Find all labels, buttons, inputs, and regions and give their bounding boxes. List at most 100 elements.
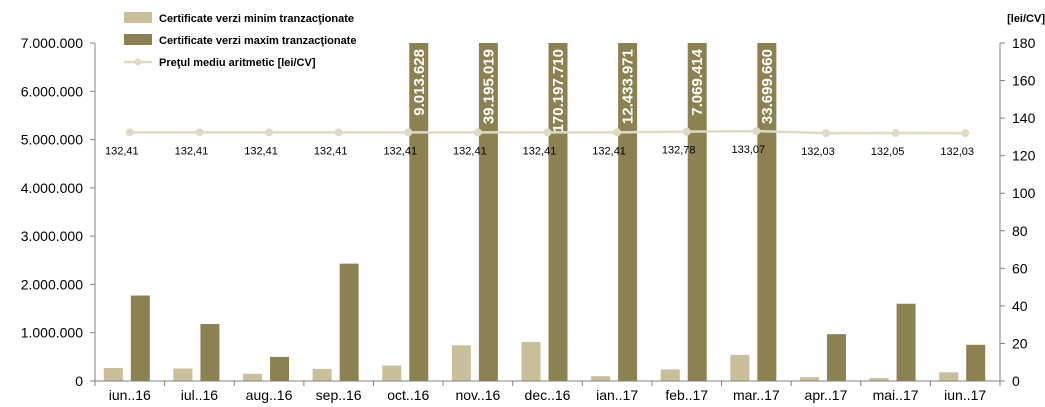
left-tick-label-0: 0 <box>75 373 83 389</box>
x-tick-label-7: ian..17 <box>596 387 638 403</box>
right-tick-label-5: 100 <box>1012 185 1036 201</box>
x-tick-label-4: oct..16 <box>387 387 429 403</box>
legend-label-min: Certificate verzi minim tranzacţionate <box>159 13 354 25</box>
price-point-12 <box>961 129 970 138</box>
price-label-0: 132,41 <box>105 145 139 157</box>
bar-max-10 <box>826 334 846 381</box>
legend: Certificate verzi minim tranzacţionate Ce… <box>124 12 356 69</box>
price-point-3 <box>334 128 343 137</box>
legend-swatch-line-marker <box>134 58 142 66</box>
left-tick-label-1: 1.000.000 <box>21 325 83 341</box>
bar-max-value-label-8: 7.069.414 <box>689 48 706 115</box>
price-point-1 <box>195 128 204 137</box>
right-tick-label-6: 120 <box>1012 148 1036 164</box>
bar-min-11 <box>869 378 889 381</box>
price-label-5: 132,41 <box>453 145 487 157</box>
price-point-9 <box>752 127 761 136</box>
bar-max-3 <box>339 263 359 381</box>
bar-min-3 <box>312 368 332 381</box>
price-label-12: 132,03 <box>940 146 974 158</box>
bar-max-8 <box>687 43 707 381</box>
right-tick-label-8: 160 <box>1012 73 1036 89</box>
price-point-6 <box>543 128 552 137</box>
right-tick-label-1: 20 <box>1012 335 1028 351</box>
price-label-6: 132,41 <box>523 145 557 157</box>
price-point-2 <box>265 128 274 137</box>
right-axis-unit: [lei/CV] <box>1007 13 1045 25</box>
price-label-2: 132,41 <box>244 145 278 157</box>
right-tick-label-3: 60 <box>1012 260 1028 276</box>
bar-min-7 <box>591 376 611 381</box>
right-tick-label-7: 140 <box>1012 110 1036 126</box>
bar-max-value-label-6: 170.197.710 <box>550 49 567 132</box>
left-tick-label-2: 2.000.000 <box>21 276 83 292</box>
axes-layer: 0 1.000.000 2.000.000 3.000.000 4.000.000 5.0… <box>21 35 1036 403</box>
x-tick-label-12: iun..17 <box>944 387 986 403</box>
bar-min-6 <box>521 341 541 381</box>
bar-max-4 <box>409 43 429 381</box>
legend-label-line: Preţul mediu aritmetic [lei/CV] <box>159 57 316 69</box>
bar-max-7 <box>618 43 638 381</box>
x-tick-label-2: aug..16 <box>246 387 293 403</box>
price-label-10: 132,03 <box>801 146 835 158</box>
bar-min-1 <box>173 368 193 381</box>
bar-max-12 <box>966 344 986 381</box>
bar-max-9 <box>757 43 777 381</box>
left-tick-label-5: 5.000.000 <box>21 132 83 148</box>
price-label-8: 132,78 <box>662 145 696 157</box>
bar-min-8 <box>660 369 680 381</box>
labels-layer: 9.013.628 39.195.019 170.197.710 12.433.971… <box>105 48 974 158</box>
bar-max-2 <box>270 356 290 381</box>
x-tick-label-6: dec..16 <box>525 387 571 403</box>
bar-min-2 <box>243 373 263 381</box>
bar-min-5 <box>451 345 471 381</box>
x-tick-label-10: apr..17 <box>805 387 848 403</box>
bar-max-5 <box>478 43 498 381</box>
price-label-11: 132,05 <box>871 146 905 158</box>
left-tick-label-4: 4.000.000 <box>21 180 83 196</box>
price-point-0 <box>125 128 134 137</box>
price-line-layer <box>125 127 970 138</box>
bars-layer <box>103 43 986 381</box>
bar-min-10 <box>799 377 819 381</box>
price-point-4 <box>404 128 413 137</box>
left-tick-label-6: 6.000.000 <box>21 83 83 99</box>
x-tick-label-0: iun..16 <box>109 387 151 403</box>
left-tick-label-3: 3.000.000 <box>21 228 83 244</box>
bar-min-4 <box>382 365 402 381</box>
right-tick-label-4: 80 <box>1012 223 1028 239</box>
legend-swatch-min <box>124 12 152 23</box>
bar-max-0 <box>130 295 150 381</box>
bar-max-value-label-5: 39.195.019 <box>480 49 497 124</box>
price-point-10 <box>821 129 830 138</box>
right-tick-label-0: 0 <box>1012 373 1020 389</box>
right-tick-label-9: 180 <box>1012 35 1036 51</box>
price-label-4: 132,41 <box>383 145 417 157</box>
price-point-8 <box>682 127 691 136</box>
bar-max-value-label-4: 9.013.628 <box>411 49 428 116</box>
price-point-11 <box>891 129 900 138</box>
x-tick-label-5: nov..16 <box>455 387 500 403</box>
price-label-7: 132,41 <box>592 145 626 157</box>
left-tick-label-7: 7.000.000 <box>21 35 83 51</box>
price-point-7 <box>613 128 622 137</box>
price-label-9: 133,07 <box>732 144 766 156</box>
bar-max-value-label-9: 33.699.660 <box>759 49 776 124</box>
bar-min-0 <box>103 367 123 381</box>
price-label-3: 132,41 <box>314 145 348 157</box>
x-tick-label-1: iul..16 <box>181 387 219 403</box>
bar-max-value-label-7: 12.433.971 <box>620 49 637 124</box>
legend-swatch-max <box>124 34 152 45</box>
legend-label-max: Certificate verzi maxim tranzacţionate <box>159 35 356 47</box>
x-tick-label-3: sep..16 <box>316 387 362 403</box>
bar-min-9 <box>730 354 750 381</box>
bar-max-11 <box>896 303 916 381</box>
x-tick-label-11: mai..17 <box>873 387 919 403</box>
right-tick-label-2: 40 <box>1012 298 1028 314</box>
bar-max-6 <box>548 43 568 381</box>
x-tick-label-8: feb..17 <box>665 387 708 403</box>
price-point-5 <box>473 128 482 137</box>
bar-max-1 <box>200 324 220 381</box>
price-label-1: 132,41 <box>175 145 209 157</box>
